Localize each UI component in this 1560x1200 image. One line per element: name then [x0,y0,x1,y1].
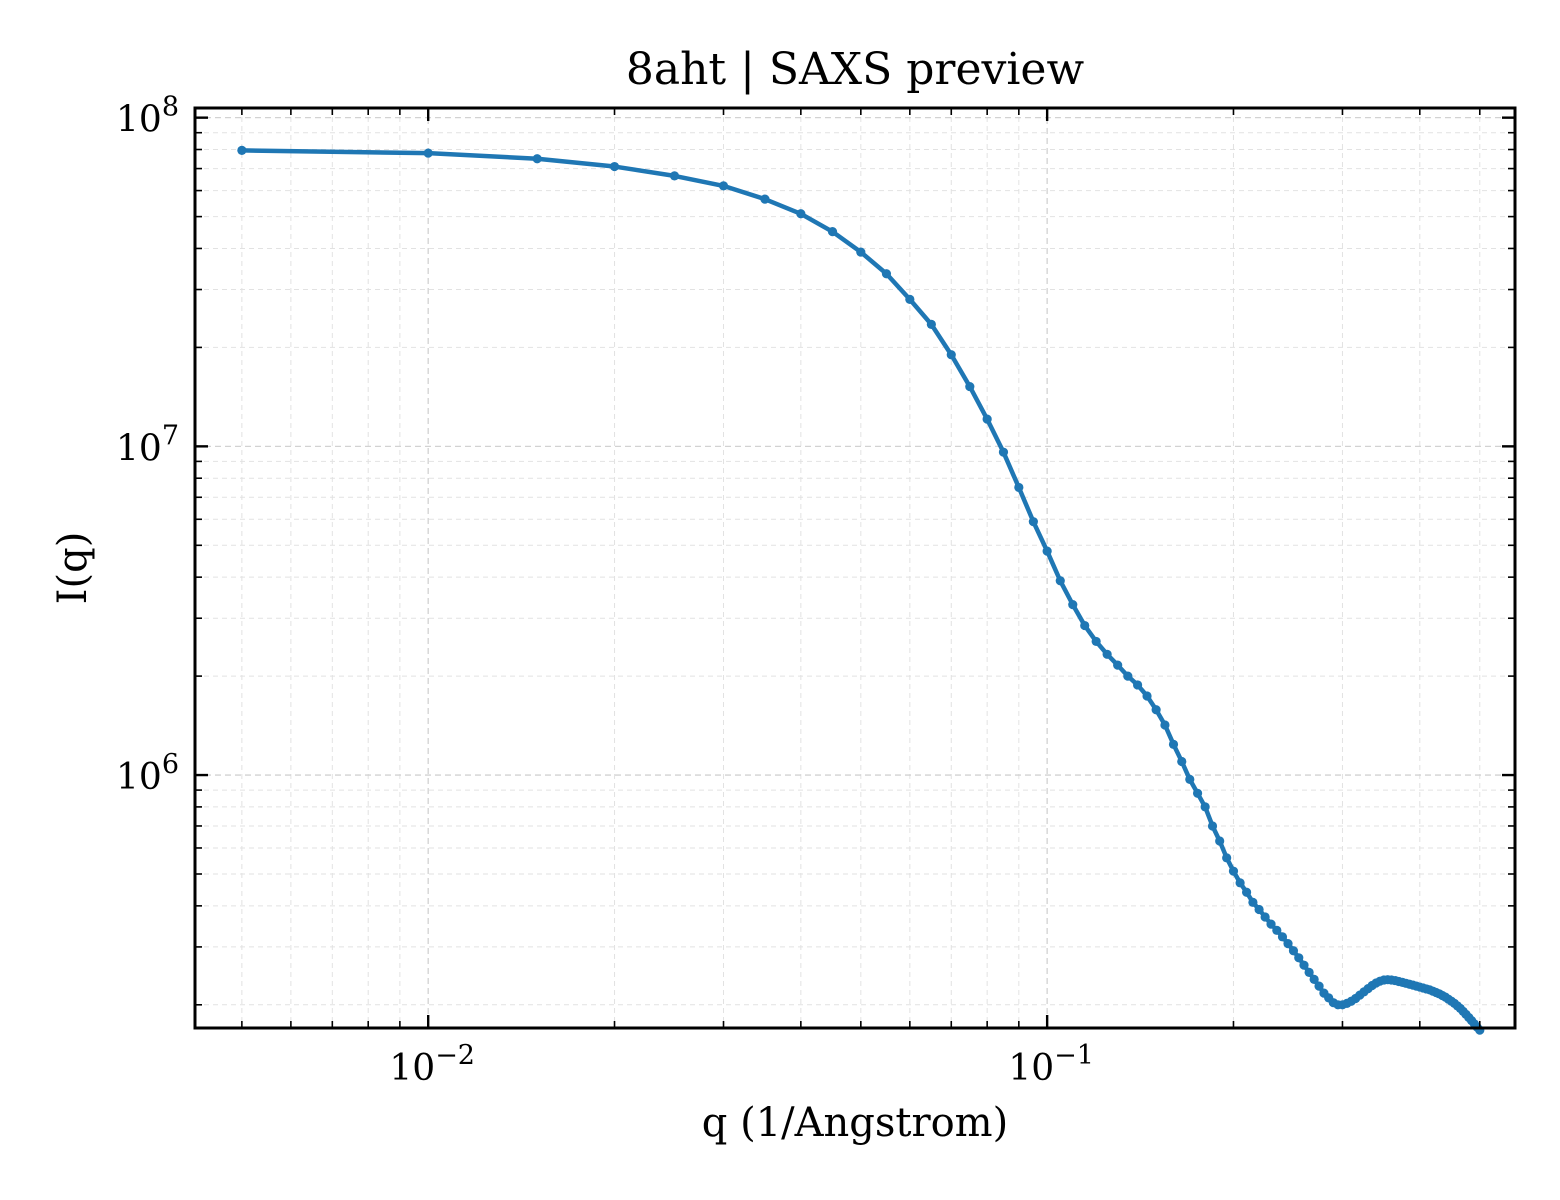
plot-frame [193,106,1517,1030]
data-point [1254,904,1264,915]
data-point [1283,939,1293,949]
data-point [1168,739,1179,749]
data-point [856,247,866,257]
y-tick-label: 108 [116,92,179,141]
data-point [1294,953,1304,963]
data-point [760,194,770,204]
ticks [195,108,1515,1028]
x-tick-label: 10−2 [389,1040,475,1089]
data-point [1102,649,1112,659]
data-point [1185,774,1195,785]
data-point [946,350,956,360]
data-point [1207,821,1218,831]
data-point [965,381,975,392]
data-point [1142,691,1152,701]
tick-labels: 10−2 10−1 106 107 108 [116,92,1094,1089]
y-tick-label: 107 [116,420,179,469]
data-point [1160,720,1170,730]
data-point [1241,887,1252,897]
data-point [1192,788,1203,798]
data-point [1132,680,1143,690]
data-point [423,148,433,158]
data-point [1260,912,1270,922]
data-point [905,294,915,304]
data-point [1222,853,1232,863]
grid-major-lines [195,108,1515,1028]
data-point [1248,897,1258,907]
data-point [827,227,838,237]
data-point [998,447,1009,457]
data-point [1235,878,1245,888]
data-point [1151,705,1161,715]
chart-title: 8aht | SAXS preview [626,44,1085,95]
data-point [1228,866,1239,876]
data-point [982,414,992,424]
data-point [1123,671,1133,681]
series-group [237,145,1485,1035]
data-point [1091,636,1101,647]
data-point [926,319,936,329]
data-point [1200,802,1210,812]
x-axis-label: q (1/Angstrom) [702,1100,1008,1146]
data-point [532,154,542,164]
data-point [718,181,729,191]
y-axis-label: I(q) [50,532,96,605]
data-point [1314,981,1324,991]
data-point [1042,546,1052,556]
data-point [1309,974,1319,984]
data-point [1272,925,1282,935]
data-point [1080,620,1090,631]
data-point [1177,756,1187,767]
data-point [796,209,806,219]
data-point [1113,660,1123,670]
data-point [669,171,680,181]
y-tick-label: 106 [116,749,179,798]
data-point [1299,960,1309,970]
data-point [1215,836,1225,846]
data-point [1055,576,1065,586]
data-point [1068,600,1078,610]
data-point [1028,517,1038,527]
data-point [1277,932,1288,942]
data-point [881,269,892,279]
x-tick-label: 10−1 [1008,1040,1094,1089]
data-point [1288,946,1299,956]
data-point [237,145,247,156]
data-point [609,161,620,172]
data-point [1266,919,1276,929]
data-point [1014,482,1024,493]
data-point [1304,967,1314,977]
